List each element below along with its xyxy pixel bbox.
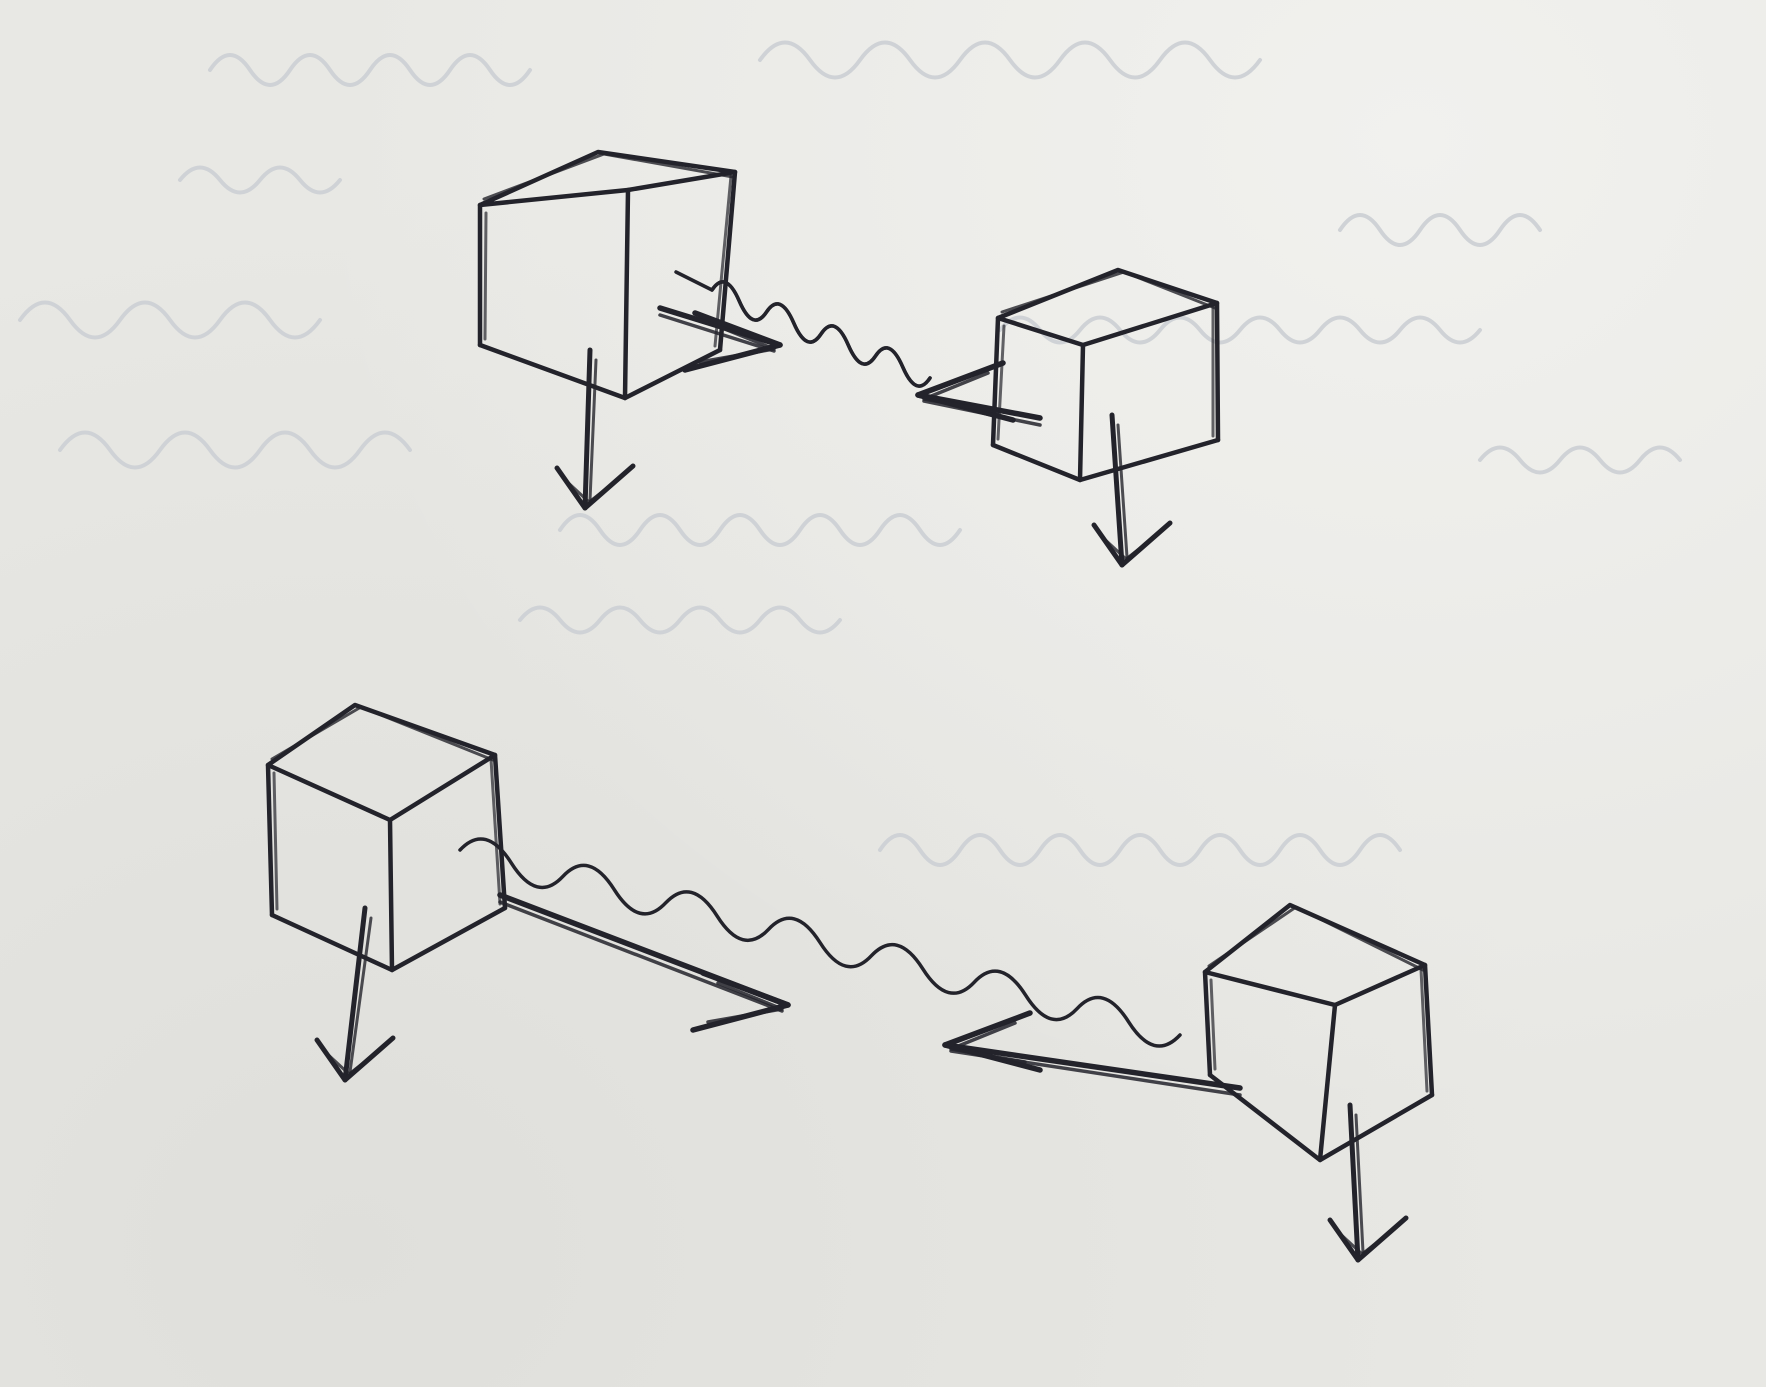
side-arrow-bottom-left <box>497 892 791 1033</box>
cube-right-edge <box>1214 300 1221 443</box>
arrow-shaft-retrace <box>658 313 776 353</box>
cube-right-edge <box>1422 962 1435 1098</box>
arrow-shaft <box>942 1042 1243 1091</box>
cube-front-edge <box>622 187 631 401</box>
cube-left-edge <box>265 762 275 918</box>
cube-top-face <box>265 702 498 823</box>
arrow-head-retrace <box>1098 529 1164 561</box>
cube-bottom-right <box>1202 902 1435 1163</box>
cube-left-edge <box>1202 969 1213 1078</box>
arrow-shaft <box>1109 412 1125 568</box>
arrow-shaft <box>1347 1102 1361 1263</box>
cube-front-edge <box>387 817 395 973</box>
down-arrow-bottom-left <box>314 905 396 1083</box>
cube-bottom-edges <box>990 437 1221 483</box>
cube-top-face <box>477 149 738 208</box>
cube-left-retrace <box>483 211 488 341</box>
arrow-head-retrace <box>922 371 1000 414</box>
cube-top-right <box>990 267 1221 483</box>
cube-bottom-edges <box>477 342 723 401</box>
arrow-head <box>942 1010 1043 1073</box>
side-arrow-bottom-right <box>942 1010 1243 1097</box>
arrow-head-retrace <box>321 1044 387 1076</box>
cube-left-retrace <box>1209 978 1217 1071</box>
cube-front-edge <box>1317 1002 1338 1163</box>
cube-top-retrace <box>1207 905 1425 972</box>
arrow-head <box>1327 1215 1409 1263</box>
arrow-shaft-retrace <box>1116 423 1129 559</box>
side-arrow-top-right <box>915 360 1043 427</box>
arrow-head-retrace <box>1334 1224 1400 1256</box>
arrow-shaft <box>342 905 368 1083</box>
arrow-head <box>690 970 791 1033</box>
cube-bottom-edges <box>1207 1072 1435 1163</box>
arrow-shaft-retrace <box>498 900 784 1013</box>
arrow-head-retrace <box>949 1021 1027 1064</box>
down-arrow-top-left <box>554 347 636 511</box>
arrow-shaft-retrace <box>348 916 373 1074</box>
arrow-shaft-retrace <box>588 358 598 502</box>
arrow-head <box>1091 520 1173 568</box>
down-arrow-bottom-right <box>1327 1102 1409 1263</box>
ghost-writing <box>18 40 1682 867</box>
cube-right-retrace <box>713 174 733 348</box>
cube-right-edge <box>492 752 508 911</box>
ink-drawing <box>265 149 1435 1263</box>
wavy-line <box>458 837 1182 1048</box>
cube-left-edge <box>990 315 1001 448</box>
arrow-head <box>915 360 1016 423</box>
wavy-connector-top <box>674 270 932 388</box>
cube-top-retrace <box>482 152 735 201</box>
cube-right-retrace <box>1419 967 1429 1093</box>
cube-top-face <box>995 267 1220 348</box>
arrow-shaft <box>582 347 593 511</box>
arrow-head <box>554 463 636 511</box>
cube-left-retrace <box>996 324 1006 441</box>
cube-right-retrace <box>489 757 502 906</box>
cube-top-retrace <box>270 705 495 762</box>
arrow-shaft-retrace <box>1354 1113 1365 1254</box>
cube-bottom-edges <box>269 905 508 973</box>
cube-top-retrace <box>1000 270 1217 314</box>
cube-right-edge <box>717 169 738 353</box>
down-arrow-top-right <box>1091 412 1173 568</box>
arrow-head <box>682 310 783 373</box>
wavy-line-body <box>710 280 932 388</box>
cube-top-left <box>477 149 738 401</box>
arrow-head-retrace <box>698 321 776 364</box>
wavy-connector-bottom <box>458 837 1182 1048</box>
cube-left-retrace <box>272 771 279 911</box>
arrow-head-retrace <box>706 981 784 1024</box>
side-arrow-top-left <box>657 305 783 373</box>
arrow-head-retrace <box>561 472 627 504</box>
cube-front-edge <box>1077 342 1086 483</box>
cube-bottom-left <box>265 702 508 973</box>
